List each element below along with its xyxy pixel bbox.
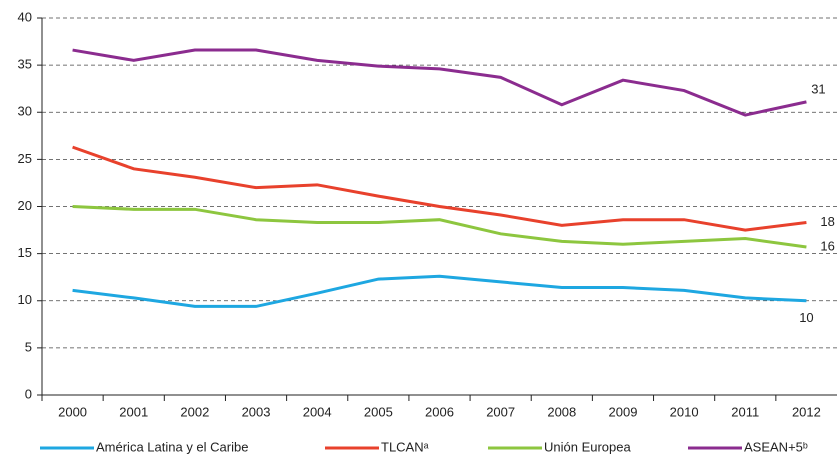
- x-tick-label: 2003: [242, 404, 271, 419]
- series-line: [72, 274, 807, 308]
- x-tick-label: 2000: [58, 404, 87, 419]
- y-tick-label: 20: [18, 198, 32, 213]
- legend-label: América Latina y el Caribe: [96, 439, 248, 454]
- x-tick-label: 2006: [425, 404, 454, 419]
- y-tick-label: 35: [18, 57, 32, 72]
- legend-label: TLCANᵃ: [381, 439, 429, 454]
- x-tick-label: 2005: [364, 404, 393, 419]
- x-tick-label: 2011: [731, 404, 759, 419]
- x-tick-label: 2012: [792, 404, 821, 419]
- series-line: [72, 205, 807, 249]
- x-tick-label: 2008: [547, 404, 576, 419]
- x-tick-label: 2010: [670, 404, 699, 419]
- x-tick-label: 2009: [609, 404, 638, 419]
- x-tick-label: 2007: [486, 404, 515, 419]
- y-tick-label: 0: [25, 386, 32, 401]
- y-tick-label: 15: [18, 245, 32, 260]
- x-tick-label: 2002: [180, 404, 209, 419]
- y-tick-label: 5: [25, 339, 32, 354]
- y-tick-label: 40: [18, 9, 32, 24]
- y-tick-label: 10: [18, 292, 32, 307]
- value-label: 16: [820, 238, 834, 253]
- y-tick-label: 25: [18, 151, 32, 166]
- legend-label: ASEAN+5ᵇ: [744, 439, 808, 454]
- series-line: [72, 48, 807, 117]
- x-tick-label: 2001: [119, 404, 148, 419]
- value-label: 31: [811, 81, 825, 96]
- x-tick-label: 2004: [303, 404, 332, 419]
- value-label: 10: [799, 310, 813, 325]
- series-line: [72, 145, 807, 232]
- value-label: 18: [820, 214, 834, 229]
- y-tick-label: 30: [18, 104, 32, 119]
- legend-label: Unión Europea: [544, 439, 631, 454]
